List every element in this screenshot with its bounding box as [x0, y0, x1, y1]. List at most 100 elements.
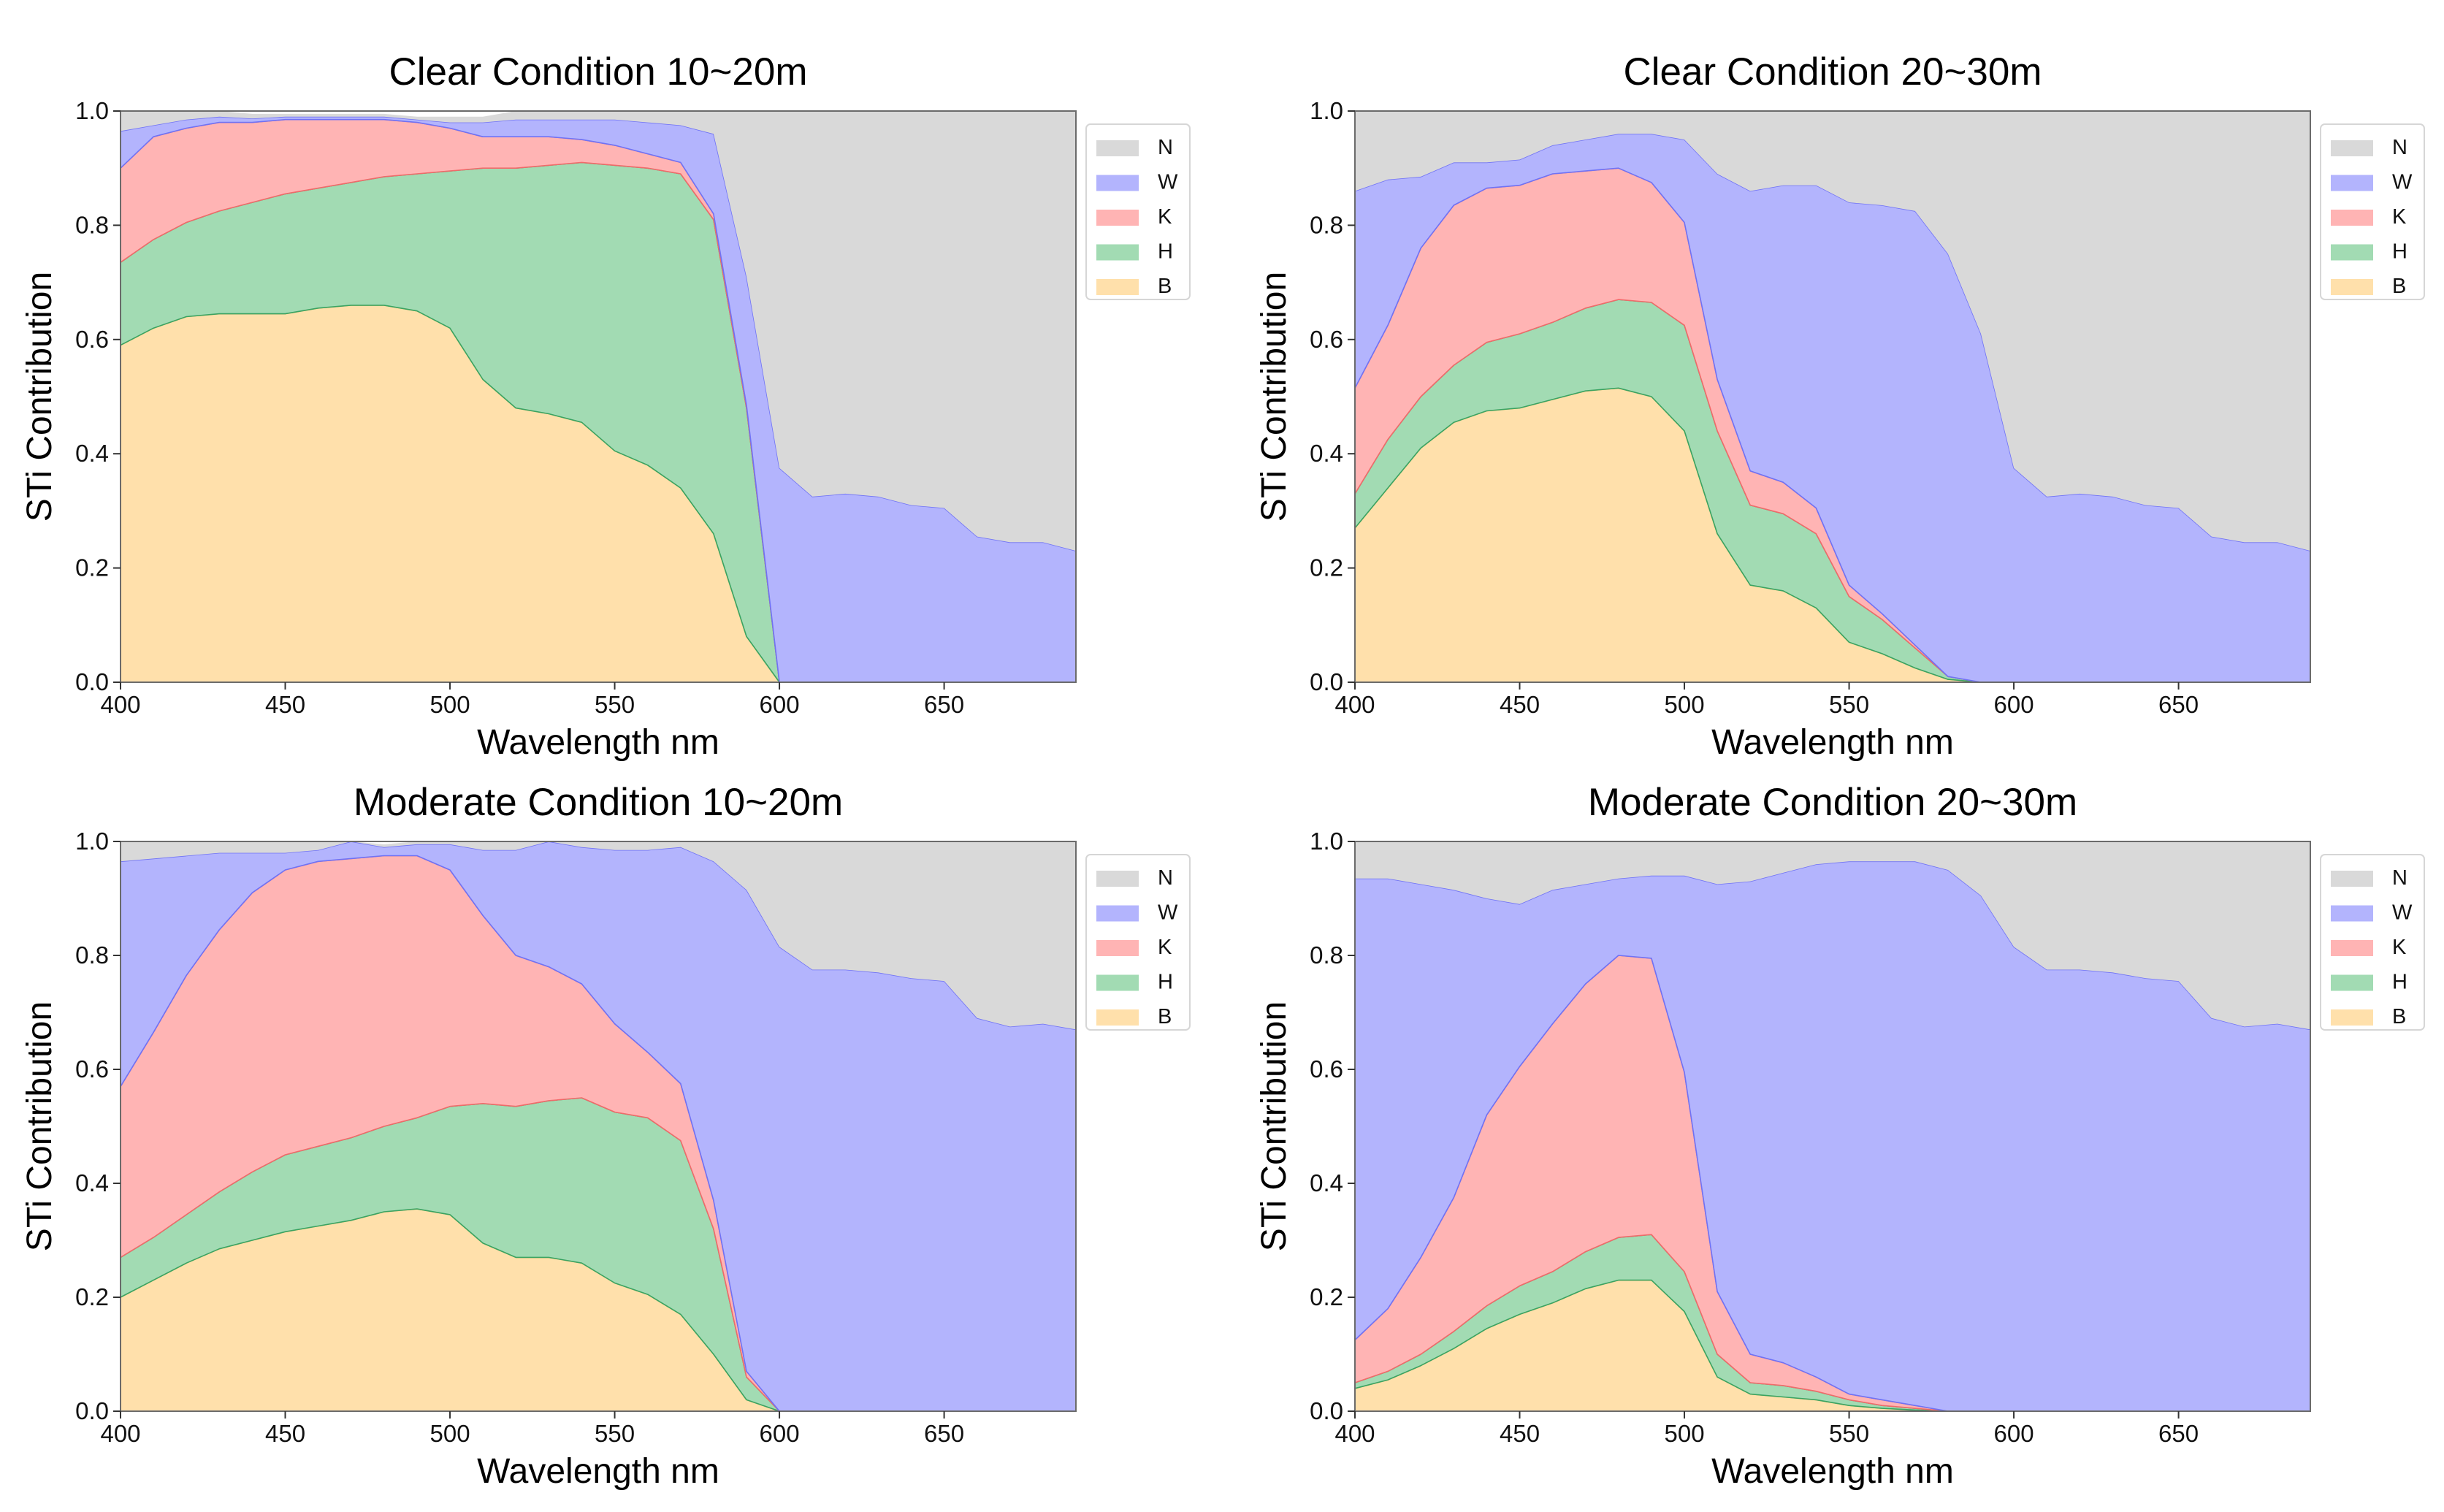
x-axis-label: Wavelength nm	[1711, 1452, 1954, 1491]
y-tick-label: 0.0	[1310, 1397, 1343, 1424]
legend-label-h: H	[1158, 240, 1173, 264]
legend-swatch-k	[1096, 210, 1139, 226]
legend-label-n: N	[1158, 136, 1173, 159]
y-tick-label: 1.0	[75, 828, 109, 855]
x-tick-label: 400	[1334, 691, 1375, 718]
y-tick-label: 1.0	[1310, 828, 1343, 855]
y-tick-label: 0.0	[1310, 668, 1343, 695]
legend-swatch-w	[1096, 175, 1139, 191]
legend-swatch-n	[1096, 140, 1139, 156]
legend-label-w: W	[1158, 901, 1178, 925]
plot-frame	[120, 841, 1077, 1412]
y-tick-label: 1.0	[1310, 97, 1343, 124]
y-tick-label: 0.6	[75, 326, 109, 353]
y-tick-label: 0.4	[1310, 1169, 1343, 1196]
legend-swatch-h	[2331, 974, 2373, 991]
x-tick-label: 400	[100, 1420, 140, 1447]
y-tick-label: 0.4	[1310, 440, 1343, 467]
legend-swatch-b	[2331, 1009, 2373, 1026]
x-tick-label: 650	[924, 1420, 964, 1447]
legend-label-h: H	[1158, 971, 1173, 994]
x-tick-label: 450	[1500, 691, 1540, 718]
y-tick-label: 0.4	[75, 1169, 109, 1196]
chart-panel-3: 400 450 500 550 600 650 0.0 0.2 0.4 0.6 0.8 1.0 Mode…	[20, 781, 1191, 1491]
y-axis-label: STi Contribution	[1255, 272, 1294, 522]
legend-label-h: H	[2392, 971, 2407, 994]
legend-label-b: B	[2392, 275, 2406, 298]
legend-swatch-w	[2331, 175, 2373, 191]
legend-label-b: B	[1158, 1005, 1172, 1028]
y-tick-label: 0.2	[1310, 1283, 1343, 1310]
y-tick-label: 0.0	[75, 668, 109, 695]
legend-swatch-h	[2331, 244, 2373, 261]
x-tick-label: 500	[1665, 691, 1705, 718]
legend-label-k: K	[2392, 205, 2407, 229]
x-tick-label: 650	[2158, 1420, 2199, 1447]
x-axis-label: Wavelength nm	[1711, 723, 1954, 762]
legend-label-h: H	[2392, 240, 2407, 264]
legend-swatch-h	[1096, 974, 1139, 991]
legend-swatch-n	[1096, 871, 1139, 887]
y-tick-label: 0.8	[1310, 211, 1343, 238]
y-tick-label: 0.4	[75, 440, 109, 467]
y-axis-label: STi Contribution	[1255, 1001, 1294, 1251]
chart-title: Clear Condition 10~20m	[389, 50, 807, 93]
x-axis-label: Wavelength nm	[477, 1452, 719, 1491]
legend-swatch-k	[1096, 940, 1139, 956]
y-tick-label: 0.2	[75, 554, 109, 581]
area-series-n	[1355, 841, 2310, 1030]
legend-swatch-k	[2331, 210, 2373, 226]
x-tick-label: 450	[1500, 1420, 1540, 1447]
y-tick-label: 0.8	[1310, 942, 1343, 969]
x-tick-label: 550	[1829, 1420, 1869, 1447]
plot-frame	[1354, 841, 2311, 1412]
chart-panel-2: 400 450 500 550 600 650 0.0 0.2 0.4 0.6 0.8 1.0 Clea…	[1255, 50, 2425, 762]
legend-label-w: W	[2392, 171, 2413, 194]
x-tick-label: 550	[595, 1420, 635, 1447]
legend-swatch-n	[2331, 871, 2373, 887]
y-tick-label: 0.2	[75, 1283, 109, 1310]
y-tick-label: 0.6	[75, 1055, 109, 1083]
x-tick-label: 400	[100, 691, 140, 718]
legend-swatch-b	[1096, 279, 1139, 295]
legend-label-k: K	[1158, 205, 1172, 229]
x-tick-label: 650	[924, 691, 964, 718]
chart-panel-1: 400 450 500 550 600 650 0.0 0.2 0.4 0.6 0.8 1.0 Clea…	[20, 50, 1191, 762]
x-tick-label: 500	[430, 1420, 470, 1447]
legend-swatch-b	[2331, 279, 2373, 295]
x-tick-label: 550	[1829, 691, 1869, 718]
y-axis-label: STi Contribution	[20, 272, 59, 522]
y-tick-label: 0.6	[1310, 326, 1343, 353]
chart-title: Moderate Condition 20~30m	[1588, 781, 2077, 824]
legend-label-n: N	[2392, 866, 2407, 890]
x-tick-label: 550	[595, 691, 635, 718]
chart-panel-4: 400 450 500 550 600 650 0.0 0.2 0.4 0.6 0.8 1.0 Mode…	[1255, 781, 2425, 1491]
plot-frame	[1354, 110, 2311, 683]
legend-label-w: W	[2392, 901, 2413, 925]
y-axis-label: STi Contribution	[20, 1001, 59, 1251]
chart-title: Clear Condition 20~30m	[1623, 50, 2042, 93]
chart-title: Moderate Condition 10~20m	[354, 781, 843, 824]
x-tick-label: 600	[760, 1420, 800, 1447]
x-tick-label: 650	[2158, 691, 2199, 718]
legend-label-b: B	[2392, 1005, 2406, 1028]
legend-swatch-w	[1096, 905, 1139, 922]
x-tick-label: 400	[1334, 1420, 1375, 1447]
area-series-n	[121, 111, 1076, 551]
area-series-n	[1355, 111, 2310, 551]
y-tick-label: 0.0	[75, 1397, 109, 1424]
legend-label-k: K	[2392, 936, 2407, 959]
legend-swatch-h	[1096, 244, 1139, 261]
y-tick-label: 0.6	[1310, 1055, 1343, 1083]
legend-label-n: N	[1158, 866, 1173, 890]
legend-label-w: W	[1158, 171, 1178, 194]
y-tick-label: 0.8	[75, 211, 109, 238]
legend-swatch-w	[2331, 905, 2373, 922]
x-tick-label: 500	[430, 691, 470, 718]
y-tick-label: 0.8	[75, 942, 109, 969]
